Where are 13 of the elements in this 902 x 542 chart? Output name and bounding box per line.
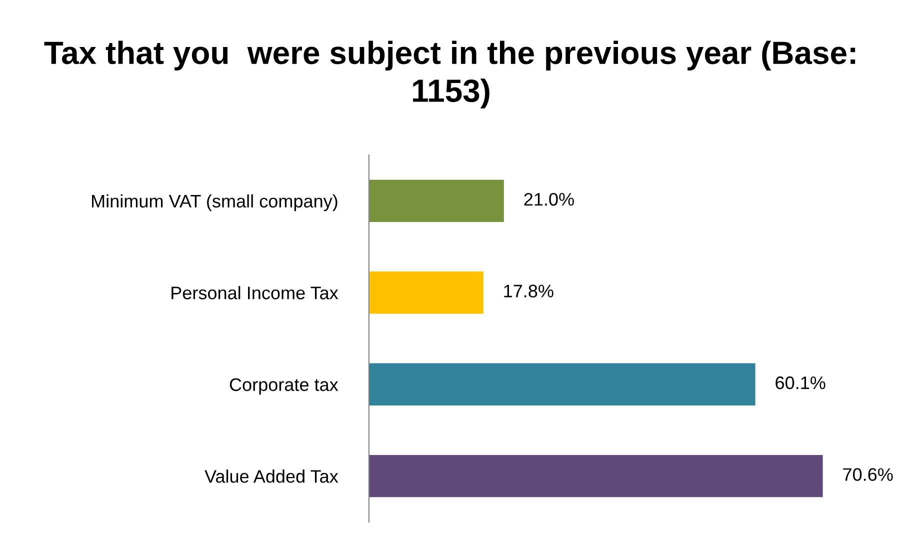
- y-tick-label: Minimum VAT (small company): [92, 194, 338, 212]
- chart-title: Tax that you were subject in the previous year (Base: 1153): [44, 40, 856, 108]
- data-label: 60.1%: [776, 376, 826, 390]
- bar: [368, 180, 504, 222]
- data-label: 70.6%: [843, 468, 893, 481]
- data-label: 21.0%: [524, 192, 574, 206]
- y-tick-label: Corporate tax: [230, 378, 338, 395]
- bar: [368, 454, 823, 498]
- bar: [368, 363, 756, 406]
- bar: [368, 272, 484, 314]
- y-tick-label: Personal Income Tax: [172, 286, 338, 300]
- data-label: 17.8%: [504, 284, 554, 298]
- y-tick-label: Value Added Tax: [204, 470, 338, 483]
